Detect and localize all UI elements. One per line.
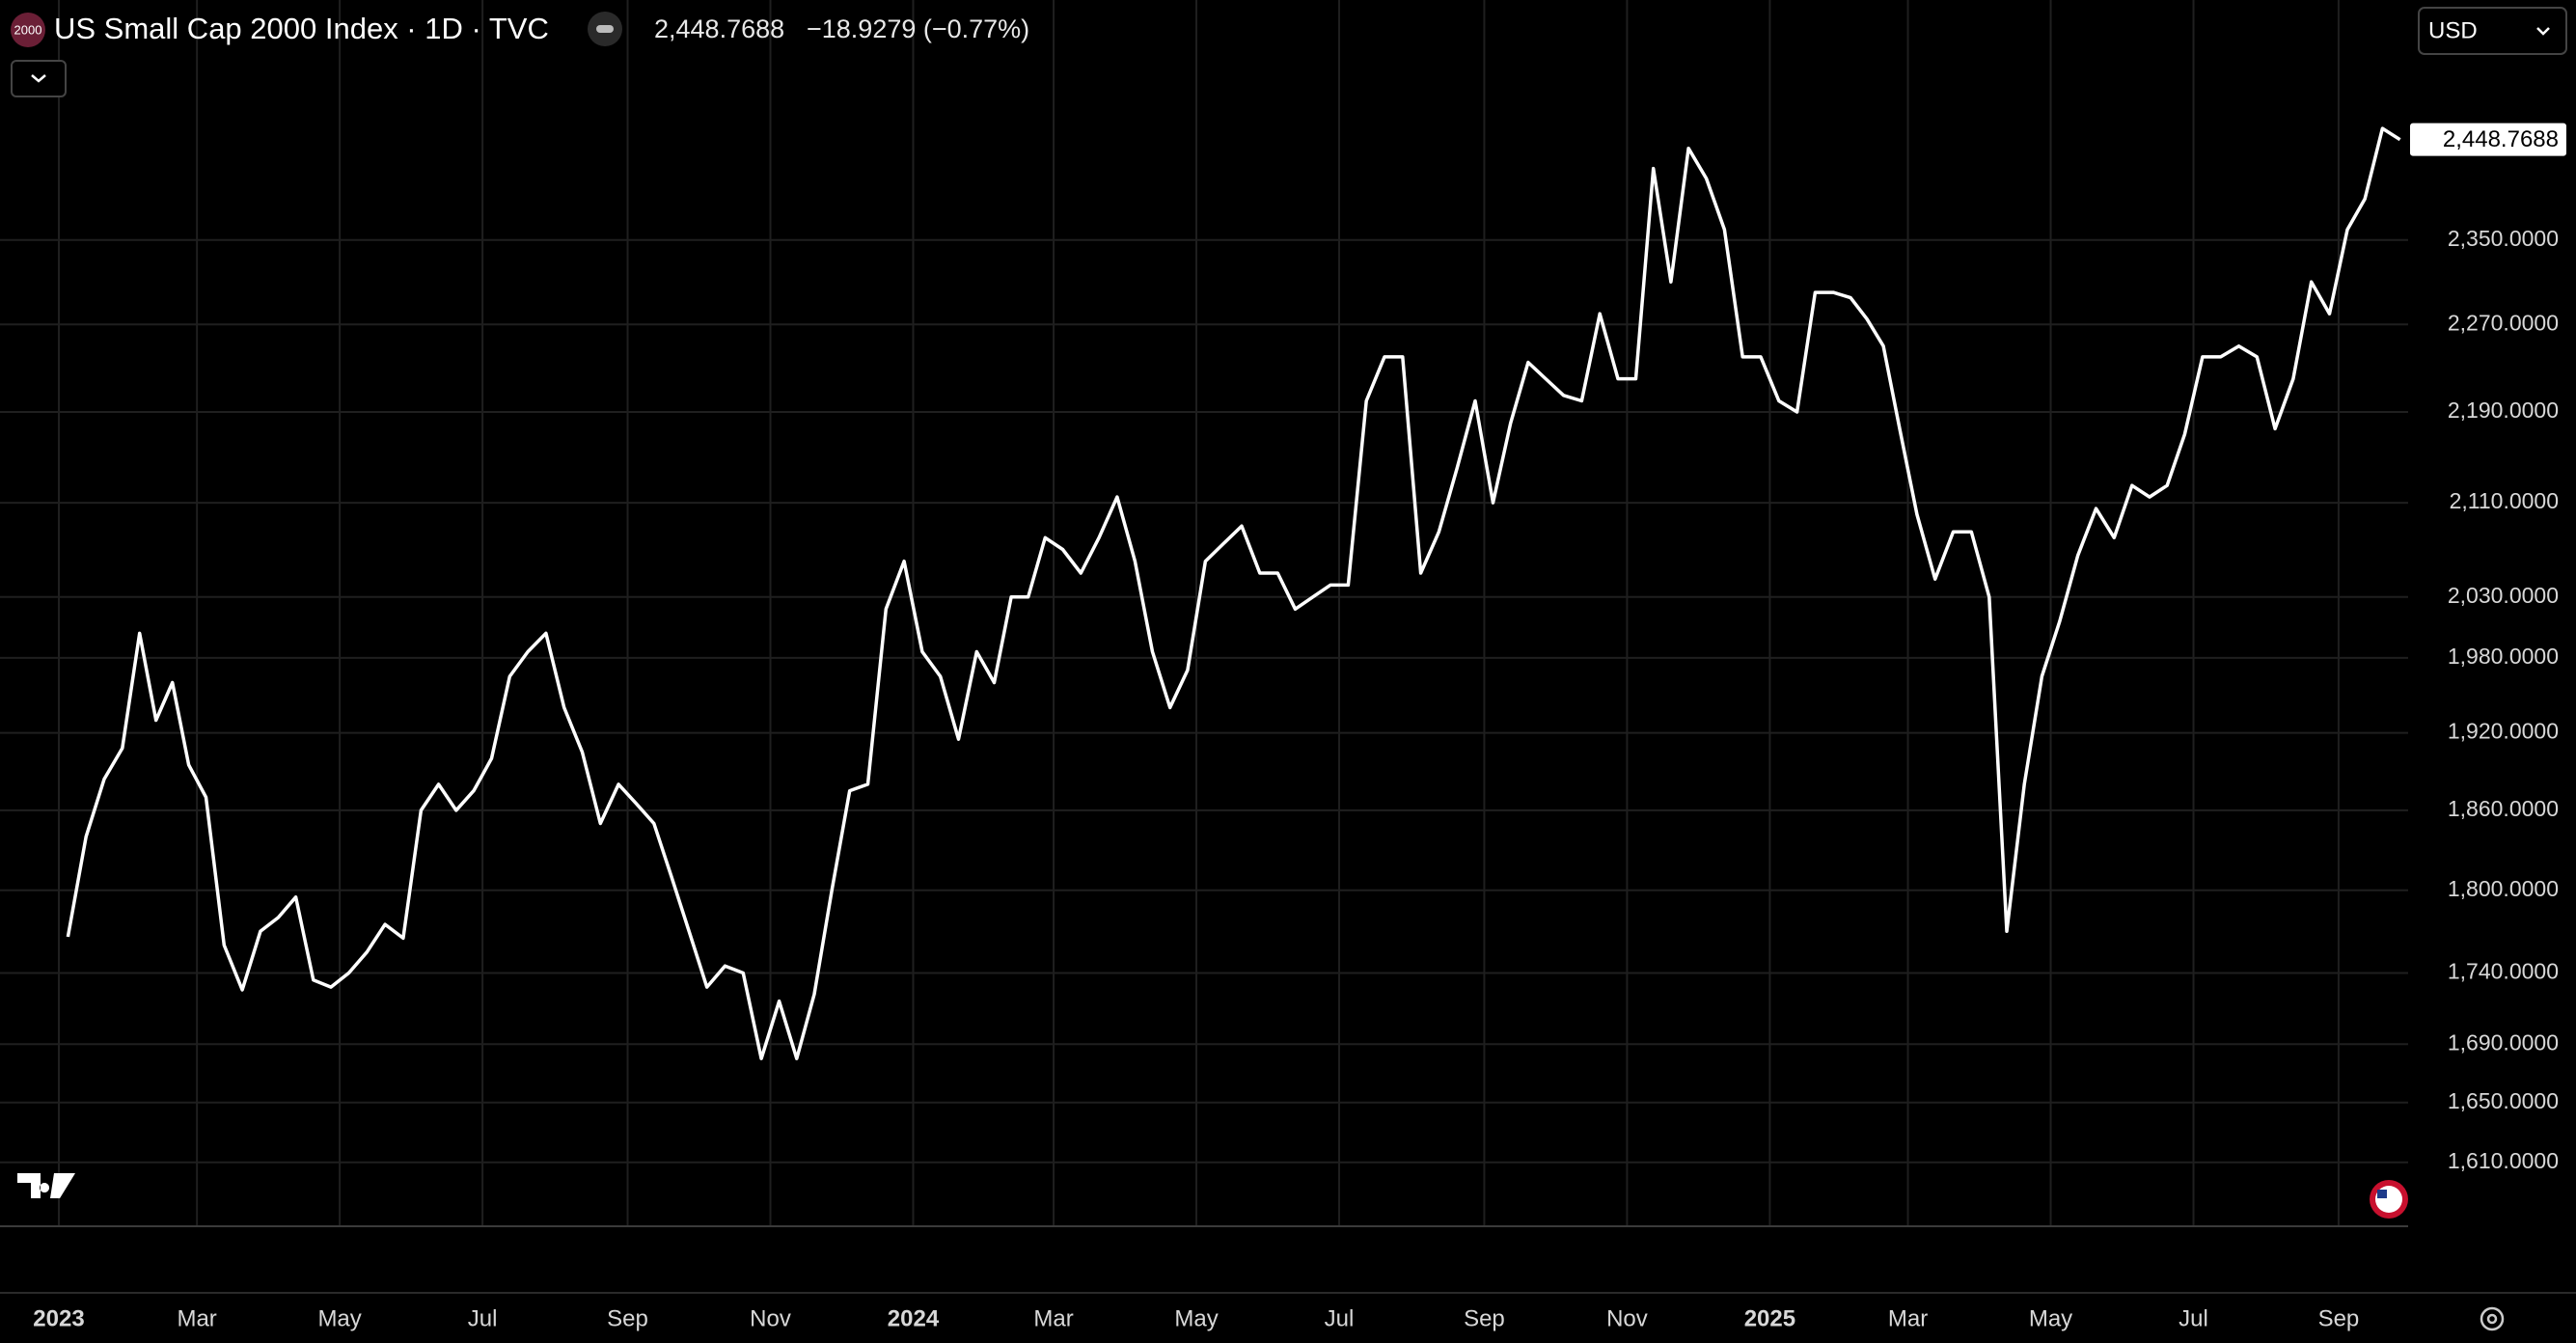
settings-icon[interactable] [2480, 1306, 2505, 1331]
x-tick-label: Nov [1606, 1305, 1648, 1331]
y-tick-label: 1,690.0000 [2448, 1029, 2559, 1055]
y-tick-label: 1,920.0000 [2448, 719, 2559, 744]
y-tick-label: 2,270.0000 [2448, 310, 2559, 335]
y-tick-label: 1,740.0000 [2448, 959, 2559, 984]
x-tick-label: May [2029, 1305, 2072, 1331]
collapse-icon [31, 74, 46, 83]
header-price: 2,448.7688 [654, 14, 784, 43]
y-tick-label: 2,350.0000 [2448, 226, 2559, 251]
x-tick-label: 2025 [1744, 1305, 1795, 1331]
x-tick-label: Mar [1033, 1305, 1073, 1331]
tv-logo[interactable] [17, 1173, 75, 1198]
y-tick-label: 1,980.0000 [2448, 644, 2559, 669]
plot [66, 126, 2401, 1060]
x-tick-label: May [317, 1305, 361, 1331]
x-tick-label: Sep [607, 1305, 648, 1331]
collapse-button[interactable] [11, 60, 67, 97]
status-icon [596, 25, 614, 33]
settings-icon-center [2486, 1313, 2498, 1325]
x-tick-label: Nov [750, 1305, 791, 1331]
dropdown-arrow [2536, 27, 2550, 36]
y-tick-label: 2,030.0000 [2448, 583, 2559, 608]
chart-title[interactable]: US Small Cap 2000 Index · 1D · TVC [54, 12, 549, 45]
x-tick-label: Mar [1888, 1305, 1928, 1331]
symbol-logo [11, 13, 45, 47]
x-tick-label: Sep [1464, 1305, 1505, 1331]
x-tick-label: May [1174, 1305, 1218, 1331]
y-tick-label: 1,650.0000 [2448, 1088, 2559, 1113]
x-tick-label: Jul [468, 1305, 498, 1331]
axes: 1,610.0000 1,650.0000 1,690.0000 1,740.0000… [33, 123, 2566, 1331]
x-tick-label: Jul [2179, 1305, 2208, 1331]
flag-canton [2377, 1190, 2387, 1198]
currency-label: USD [2428, 17, 2478, 43]
grid [0, 0, 2408, 1225]
x-tick-label: 2023 [33, 1305, 84, 1331]
price-badge [2410, 123, 2566, 156]
y-tick-label: 1,800.0000 [2448, 876, 2559, 901]
y-tick-label: 1,860.0000 [2448, 796, 2559, 821]
header-change: −18.9279 (−0.77%) [807, 14, 1029, 43]
x-tick-label: 2024 [888, 1305, 940, 1331]
price-badge-label: 2,448.7688 [2443, 126, 2559, 152]
y-tick-label: 2,110.0000 [2450, 488, 2559, 513]
price-line [66, 126, 2401, 1060]
y-tick-label: 2,190.0000 [2448, 397, 2559, 423]
currency-dropdown[interactable] [2418, 7, 2567, 55]
symbol-badge: 2000 [14, 22, 42, 37]
x-tick-label: Mar [177, 1305, 216, 1331]
x-tick-label: Sep [2318, 1305, 2360, 1331]
y-tick-label: 1,610.0000 [2448, 1148, 2559, 1173]
x-tick-label: Jul [1325, 1305, 1355, 1331]
